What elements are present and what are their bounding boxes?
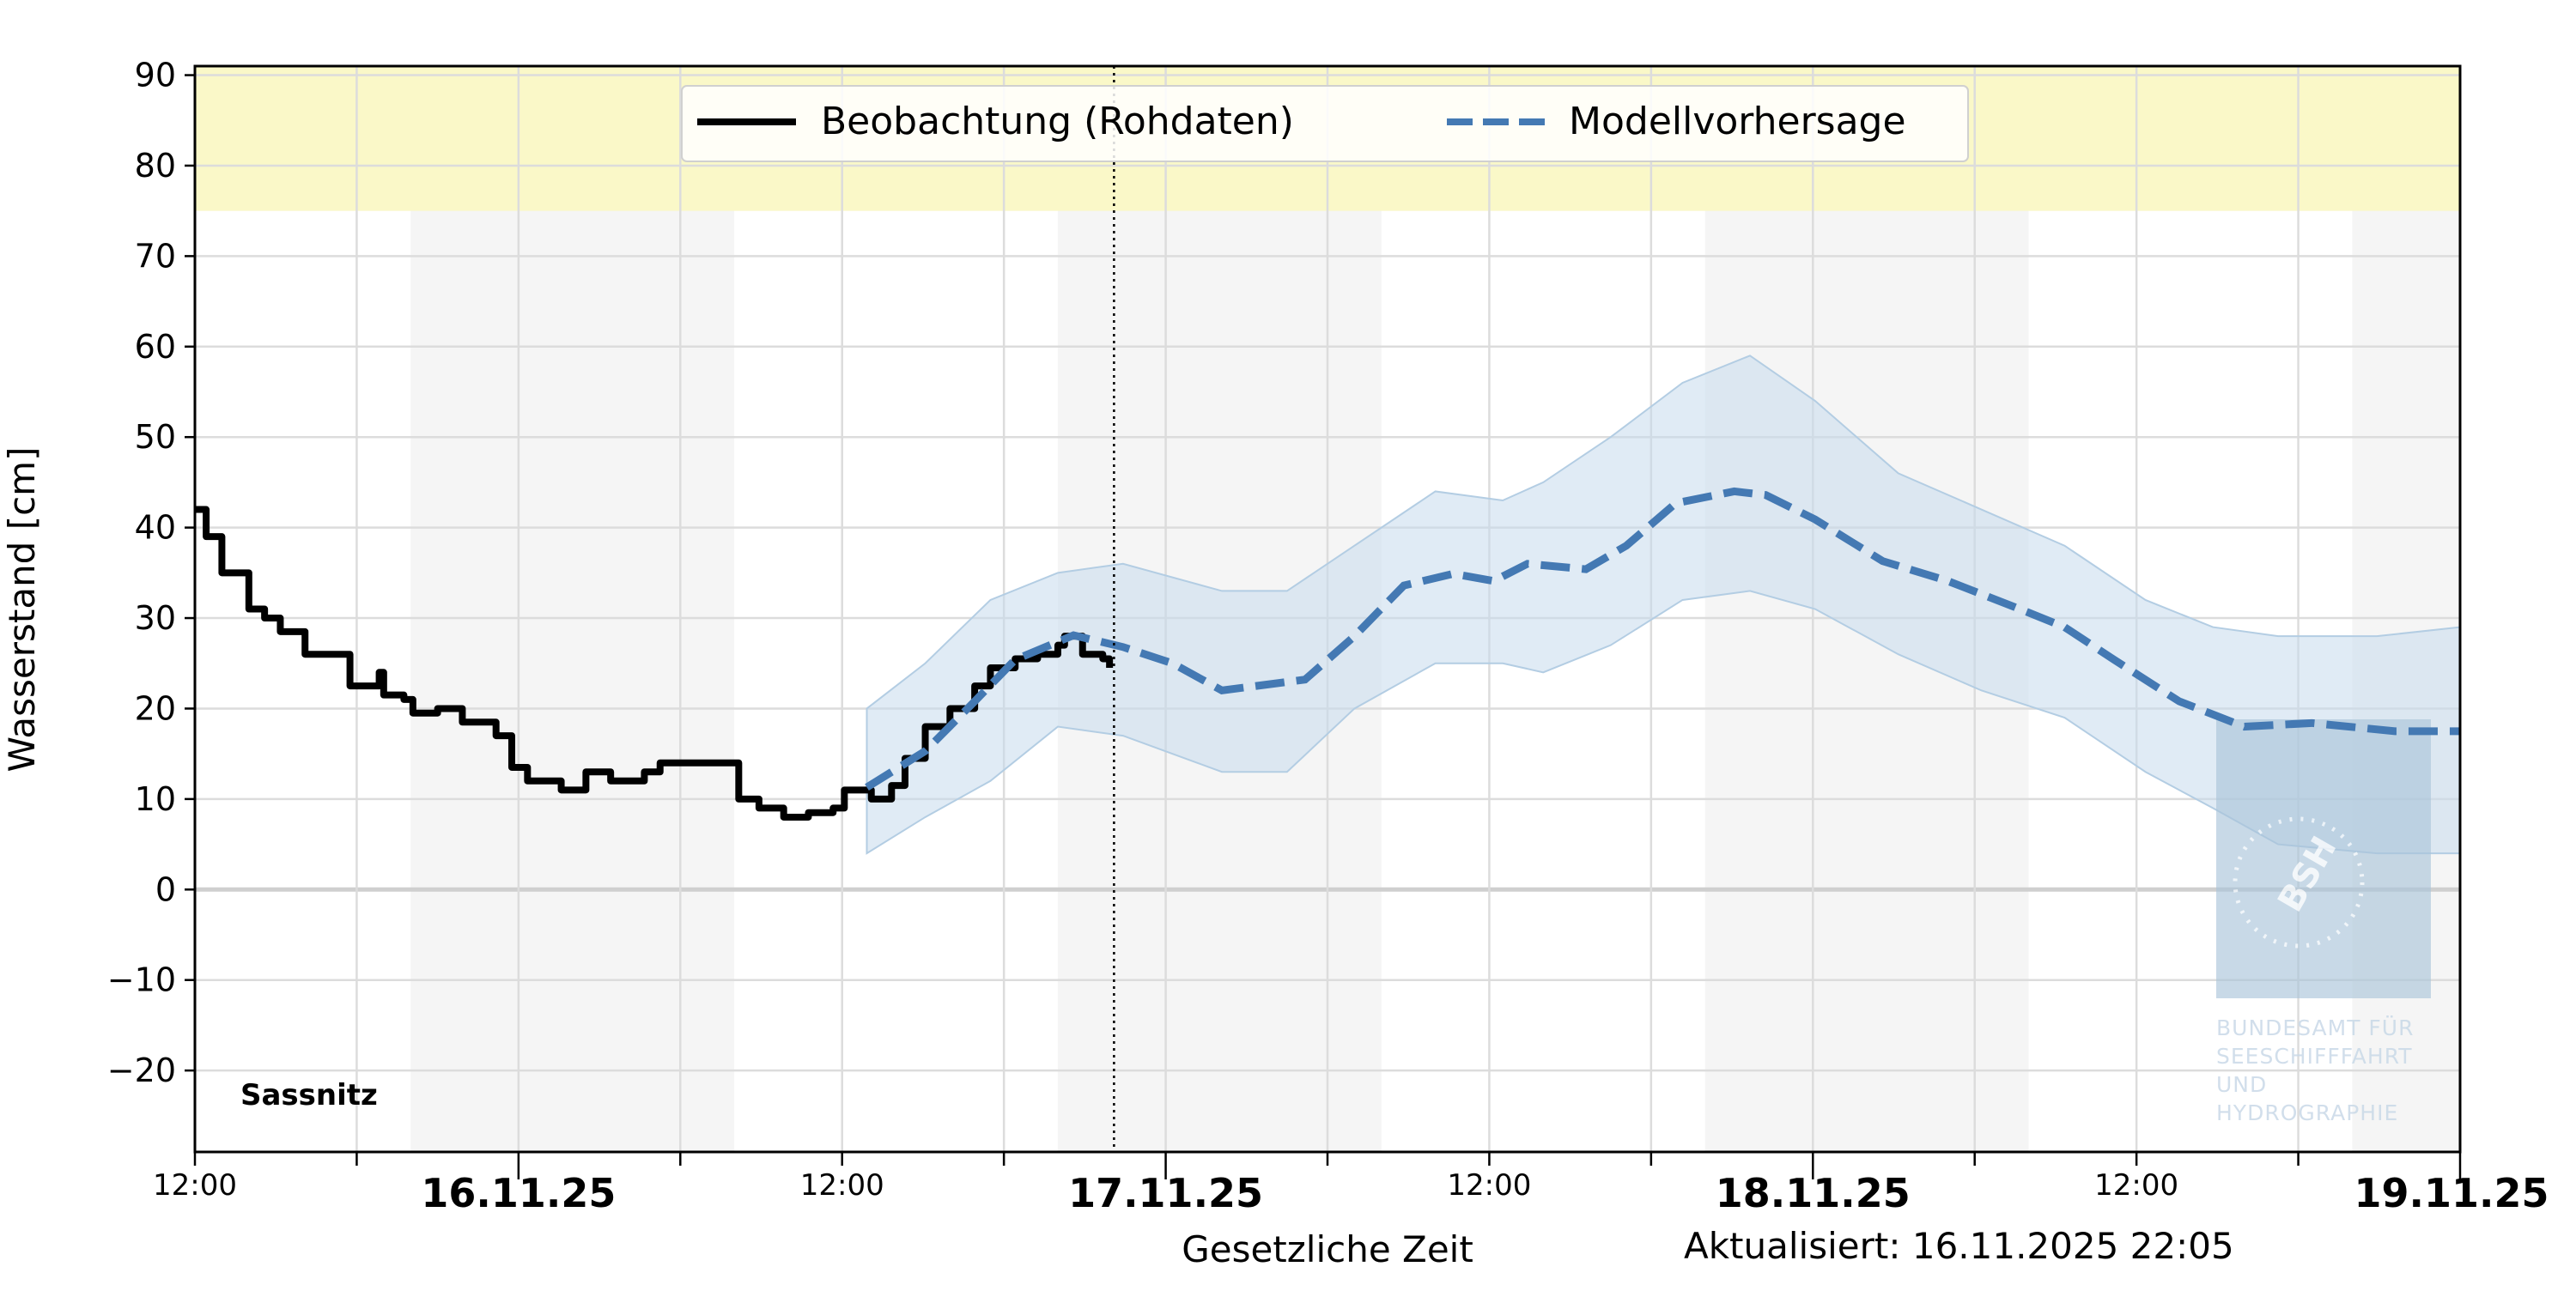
- logo-text-line: SEESCHIFFFAHRT: [2216, 1044, 2413, 1069]
- x-tick-label: 16.11.25: [421, 1170, 616, 1216]
- legend-forecast-label: Modellvorhersage: [1569, 100, 1906, 143]
- x-tick-label: 12:00: [2094, 1168, 2178, 1203]
- y-tick-label: 70: [135, 237, 176, 275]
- updated-timestamp: Aktualisiert: 16.11.2025 22:05: [1684, 1225, 2234, 1267]
- station-name: Sassnitz: [240, 1078, 378, 1112]
- y-tick-label: −20: [107, 1052, 176, 1089]
- y-tick-label: 50: [135, 418, 176, 456]
- y-tick-label: 90: [135, 57, 176, 94]
- y-tick-label: 80: [135, 147, 176, 185]
- y-tick-label: 40: [135, 509, 176, 547]
- y-tick-label: 0: [155, 870, 176, 908]
- legend-observation-label: Beobachtung (Rohdaten): [821, 100, 1294, 143]
- logo-text-line: UND: [2216, 1072, 2267, 1097]
- y-tick-label: 20: [135, 689, 176, 727]
- y-tick-label: −10: [107, 961, 176, 999]
- x-tick-label: 19.11.25: [2354, 1170, 2549, 1216]
- x-tick-label: 12:00: [800, 1168, 884, 1203]
- y-tick-label: 60: [135, 328, 176, 366]
- y-axis-label: Wasserstand [cm]: [1, 447, 43, 773]
- x-tick-label: 12:00: [1447, 1168, 1531, 1203]
- logo-text-line: HYDROGRAPHIE: [2216, 1100, 2398, 1125]
- x-axis-label: Gesetzliche Zeit: [1182, 1228, 1473, 1270]
- legend[interactable]: Beobachtung (Rohdaten) Modellvorhersage: [682, 86, 1968, 161]
- bsh-logo-watermark: BSH BUNDESAMT FÜRSEESCHIFFFAHRTUNDHYDROG…: [2216, 719, 2431, 1125]
- y-tick-label: 30: [135, 599, 176, 637]
- x-tick-label: 17.11.25: [1068, 1170, 1263, 1216]
- x-tick-label: 12:00: [153, 1168, 237, 1203]
- night-shading: [410, 66, 734, 1152]
- y-tick-label: 10: [135, 780, 176, 818]
- x-tick-label: 18.11.25: [1716, 1170, 1911, 1216]
- logo-text-line: BUNDESAMT FÜR: [2216, 1015, 2414, 1040]
